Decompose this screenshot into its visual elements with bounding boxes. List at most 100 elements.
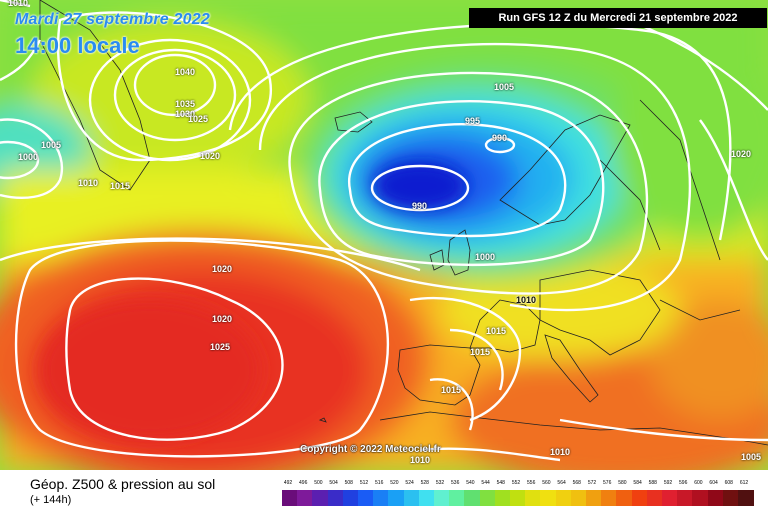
isobar-label: 1010 xyxy=(550,447,571,457)
scale-swatch xyxy=(312,490,329,506)
scale-label: 496 xyxy=(299,480,308,486)
scale-swatch xyxy=(677,490,693,506)
isobar-990-secondary xyxy=(484,136,516,154)
scale-label: 576 xyxy=(603,480,612,486)
isobar-label: 1015 xyxy=(441,385,462,395)
scale-label: 536 xyxy=(451,480,460,486)
isobar-label: 1005 xyxy=(741,452,762,462)
scale-label: 600 xyxy=(694,480,703,486)
forecast-lead-time: (+ 144h) xyxy=(30,494,72,506)
scale-swatch xyxy=(373,490,389,506)
scale-swatch xyxy=(403,490,420,506)
scale-swatch xyxy=(692,490,709,506)
isobar-label: 1040 xyxy=(175,67,196,77)
isobar-label: 1030 xyxy=(175,109,196,119)
scale-label: 544 xyxy=(481,480,490,486)
isobar-1025-azores xyxy=(65,277,284,441)
scale-swatch xyxy=(601,490,617,506)
scale-swatch xyxy=(388,490,405,506)
scale-label: 572 xyxy=(587,480,597,486)
scale-swatch xyxy=(297,490,313,506)
isobar-1000 xyxy=(318,100,605,267)
isobar-label: 1010 xyxy=(516,295,537,305)
scale-swatch xyxy=(631,490,648,506)
scale-swatch xyxy=(418,490,435,506)
isobar-label: 1020 xyxy=(212,314,233,324)
scale-label: 592 xyxy=(663,480,673,486)
scale-swatch xyxy=(358,490,374,506)
scale-label: 580 xyxy=(618,480,627,486)
scale-label: 548 xyxy=(496,480,505,486)
scale-label: 552 xyxy=(511,480,521,486)
scale-label: 528 xyxy=(420,480,429,486)
isobar-label: 1020 xyxy=(731,149,752,159)
isobar-label: 1020 xyxy=(200,151,221,161)
scale-swatch xyxy=(510,490,526,506)
isobar-label: 1020 xyxy=(212,264,233,274)
isobar-label: 1025 xyxy=(188,114,209,124)
isobar-995 xyxy=(347,123,567,238)
isobar-label: 1035 xyxy=(175,99,196,109)
isobar-1005 xyxy=(288,71,649,295)
isobar-label: 990 xyxy=(412,201,428,211)
scale-swatch xyxy=(342,490,359,506)
copyright-notice: Copyright © 2022 Meteociel.fr xyxy=(300,444,441,455)
isobar-label: 995 xyxy=(465,116,481,126)
isobar-1020-azores xyxy=(14,239,390,458)
scale-swatch xyxy=(586,490,602,506)
color-scale: 492 496 500 504 508 512 516 520 524 528 532 536 540 5… xyxy=(282,470,754,510)
weather-map: Mardi 27 septembre 2022 14:00 locale Run… xyxy=(0,0,768,470)
scale-label: 508 xyxy=(344,480,353,486)
scale-swatch xyxy=(646,490,663,506)
isobar-label: 1010 xyxy=(78,178,99,188)
scale-label: 492 xyxy=(283,480,293,486)
scale-swatch xyxy=(479,490,496,506)
isobar-label: 1010 xyxy=(410,455,431,465)
scale-swatch xyxy=(707,490,724,506)
scale-swatch xyxy=(722,490,739,506)
scale-label: 504 xyxy=(329,480,338,486)
scale-swatch xyxy=(494,490,511,506)
isobar-label: 1015 xyxy=(486,326,507,336)
scale-label: 532 xyxy=(435,480,445,486)
forecast-time: 14:00 locale xyxy=(15,33,140,58)
chart-title: Géop. Z500 & pression au sol xyxy=(30,476,216,492)
legend-footer: Géop. Z500 & pression au sol (+ 144h) 49… xyxy=(0,470,768,512)
scale-swatch xyxy=(540,490,557,506)
scale-label: 500 xyxy=(314,480,323,486)
forecast-date: Mardi 27 septembre 2022 xyxy=(15,11,210,28)
scale-label: 512 xyxy=(359,480,369,486)
scale-swatch xyxy=(282,490,298,506)
scale-label: 604 xyxy=(709,480,718,486)
isobar-label: 1000 xyxy=(18,152,39,162)
scale-swatch xyxy=(738,490,754,506)
scale-label: 540 xyxy=(466,480,475,486)
scale-label: 584 xyxy=(633,480,642,486)
isobar-label: 1005 xyxy=(41,140,62,150)
scale-label: 564 xyxy=(557,480,566,486)
isobar-label: 1005 xyxy=(494,82,515,92)
scale-label: 608 xyxy=(724,480,733,486)
geopotential-field xyxy=(0,0,768,470)
isobar-label: 1015 xyxy=(470,347,491,357)
model-run-info: Run GFS 12 Z du Mercredi 21 septembre 20… xyxy=(469,8,767,28)
scale-swatch xyxy=(662,490,678,506)
isobar-1040 xyxy=(133,53,217,117)
isobar-990 xyxy=(370,164,470,212)
scale-swatch xyxy=(434,490,450,506)
scale-label: 516 xyxy=(375,480,384,486)
scale-swatch xyxy=(525,490,541,506)
isobar-label: 1010 xyxy=(8,0,29,8)
scale-label: 524 xyxy=(405,480,414,486)
scale-label: 560 xyxy=(542,480,551,486)
scale-swatch xyxy=(327,490,344,506)
scale-label: 588 xyxy=(648,480,657,486)
scale-swatch xyxy=(464,490,481,506)
scale-label: 556 xyxy=(527,480,536,486)
isobar-label: 990 xyxy=(492,133,508,143)
scale-label: 568 xyxy=(572,480,581,486)
scale-label: 520 xyxy=(390,480,399,486)
isobar-label: 1025 xyxy=(210,342,231,352)
scale-swatch xyxy=(449,490,465,506)
isobar-1010 xyxy=(258,42,692,312)
